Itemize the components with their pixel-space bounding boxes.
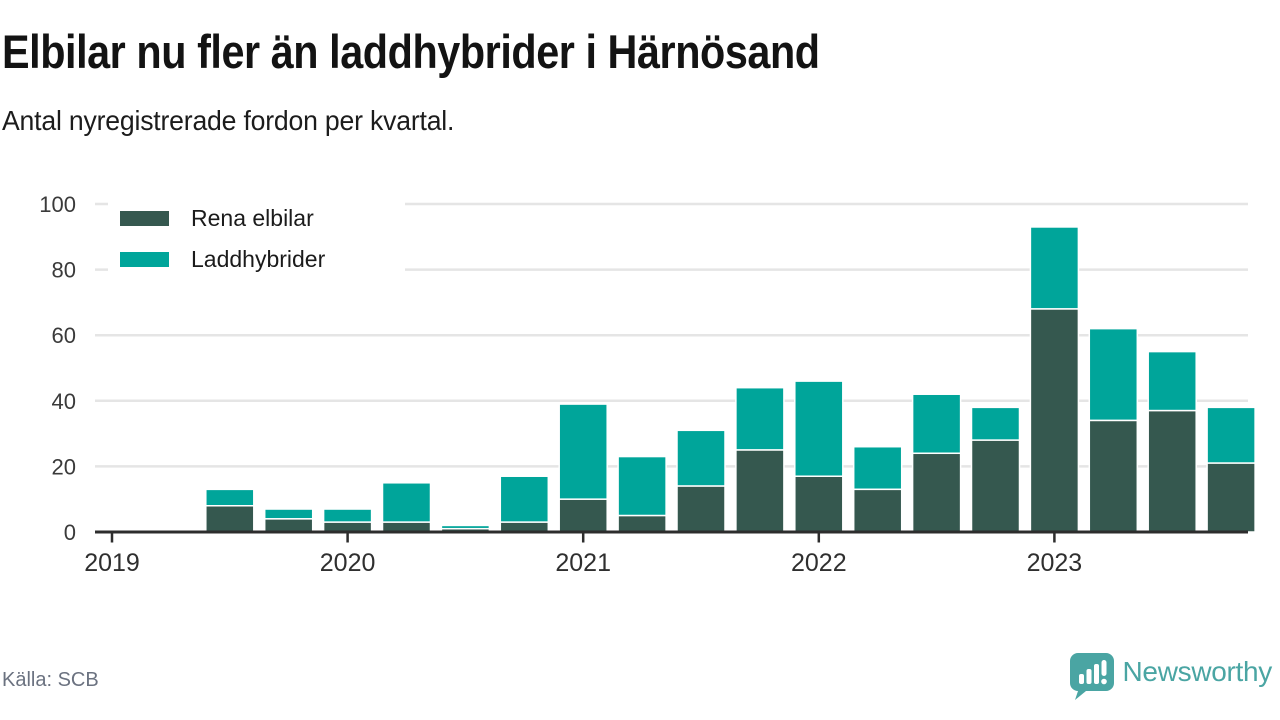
bar-segment-laddhybrider xyxy=(205,488,255,507)
logo-bar-2 xyxy=(1086,669,1092,684)
bar-segment-laddhybrider xyxy=(1029,226,1080,310)
x-axis-line xyxy=(95,530,1248,534)
x-axis-tick xyxy=(581,533,585,543)
x-axis-tick xyxy=(817,533,821,543)
bar-segment-laddhybrider xyxy=(794,380,844,477)
legend: Rena elbilar Laddhybrider xyxy=(108,195,406,287)
legend-swatch-rena-elbilar xyxy=(120,211,169,226)
y-axis-label: 60 xyxy=(52,323,76,348)
bar-segment-elbilar xyxy=(735,449,785,533)
bar-segment-elbilar xyxy=(1206,462,1256,533)
y-axis-label: 20 xyxy=(52,454,76,479)
bar-segment-elbilar xyxy=(205,505,255,533)
y-axis-label: 40 xyxy=(52,389,76,414)
chart-title: Elbilar nu fler än laddhybrider i Härnös… xyxy=(2,25,820,78)
bar-segment-elbilar xyxy=(263,518,314,533)
bar-segment-elbilar xyxy=(911,452,962,533)
x-axis-label: 2019 xyxy=(84,549,140,577)
x-axis-tick xyxy=(110,533,114,543)
logo-exclamation-bar xyxy=(1101,660,1107,676)
bar-segment-elbilar xyxy=(852,488,903,533)
legend-label-laddhybrider: Laddhybrider xyxy=(191,246,326,272)
bar-segment-laddhybrider xyxy=(381,482,432,523)
legend-label-rena-elbilar: Rena elbilar xyxy=(191,205,314,231)
bar-segment-elbilar xyxy=(558,498,608,533)
bar-segment-laddhybrider xyxy=(1147,350,1197,412)
x-axis-label: 2022 xyxy=(791,549,847,577)
x-axis-label: 2021 xyxy=(555,549,611,577)
x-axis-label: 2023 xyxy=(1027,549,1083,577)
logo-bar-3 xyxy=(1093,664,1099,684)
y-axis-label: 100 xyxy=(39,192,76,217)
bar-segment-laddhybrider xyxy=(617,455,667,517)
chart-subtitle: Antal nyregistrerade fordon per kvartal. xyxy=(2,105,455,136)
bar-segment-elbilar xyxy=(1029,308,1080,533)
bar-segment-elbilar xyxy=(1147,409,1197,533)
x-axis-label: 2020 xyxy=(320,549,376,577)
bar-segment-laddhybrider xyxy=(735,386,785,451)
y-axis-label: 80 xyxy=(52,258,76,283)
newsworthy-logo: Newsworthy xyxy=(1069,652,1272,700)
bar-segment-laddhybrider xyxy=(1206,406,1256,464)
logo-bar-1 xyxy=(1078,674,1084,684)
x-axis-tick xyxy=(1053,533,1056,543)
bar-segment-laddhybrider xyxy=(499,475,550,523)
bar-segment-laddhybrider xyxy=(676,429,726,487)
bar-segment-laddhybrider xyxy=(322,508,373,523)
logo-exclamation-dot xyxy=(1100,678,1107,685)
legend-swatch-laddhybrider xyxy=(120,252,169,267)
bar-segment-laddhybrider xyxy=(970,406,1021,441)
bar-segment-laddhybrider xyxy=(1088,327,1139,422)
bar-segment-elbilar xyxy=(970,439,1021,533)
legend-item-rena-elbilar: Rena elbilar xyxy=(120,205,325,232)
bar-segment-elbilar xyxy=(794,475,844,533)
x-axis-tick xyxy=(346,533,349,543)
bar-segment-laddhybrider xyxy=(852,445,903,491)
bar-segment-laddhybrider xyxy=(558,403,608,500)
legend-item-laddhybrider: Laddhybrider xyxy=(120,246,325,273)
bar-segment-laddhybrider xyxy=(911,393,962,455)
bar-segment-elbilar xyxy=(617,514,667,533)
source-note: Källa: SCB xyxy=(2,669,99,691)
bar-segment-elbilar xyxy=(1088,419,1139,533)
newsworthy-wordmark: Newsworthy xyxy=(1122,656,1273,687)
bar-segment-laddhybrider xyxy=(263,508,314,520)
bar-segment-elbilar xyxy=(676,485,726,533)
y-axis-label: 0 xyxy=(64,520,76,545)
newsworthy-logo-icon xyxy=(1069,653,1114,700)
